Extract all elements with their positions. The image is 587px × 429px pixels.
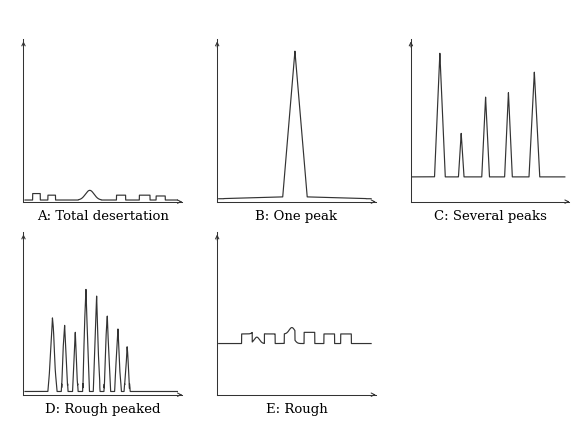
X-axis label: C: Several peaks: C: Several peaks bbox=[434, 210, 546, 223]
X-axis label: E: Rough: E: Rough bbox=[265, 403, 328, 416]
X-axis label: D: Rough peaked: D: Rough peaked bbox=[45, 403, 160, 416]
X-axis label: A: Total desertation: A: Total desertation bbox=[37, 210, 168, 223]
X-axis label: B: One peak: B: One peak bbox=[255, 210, 338, 223]
